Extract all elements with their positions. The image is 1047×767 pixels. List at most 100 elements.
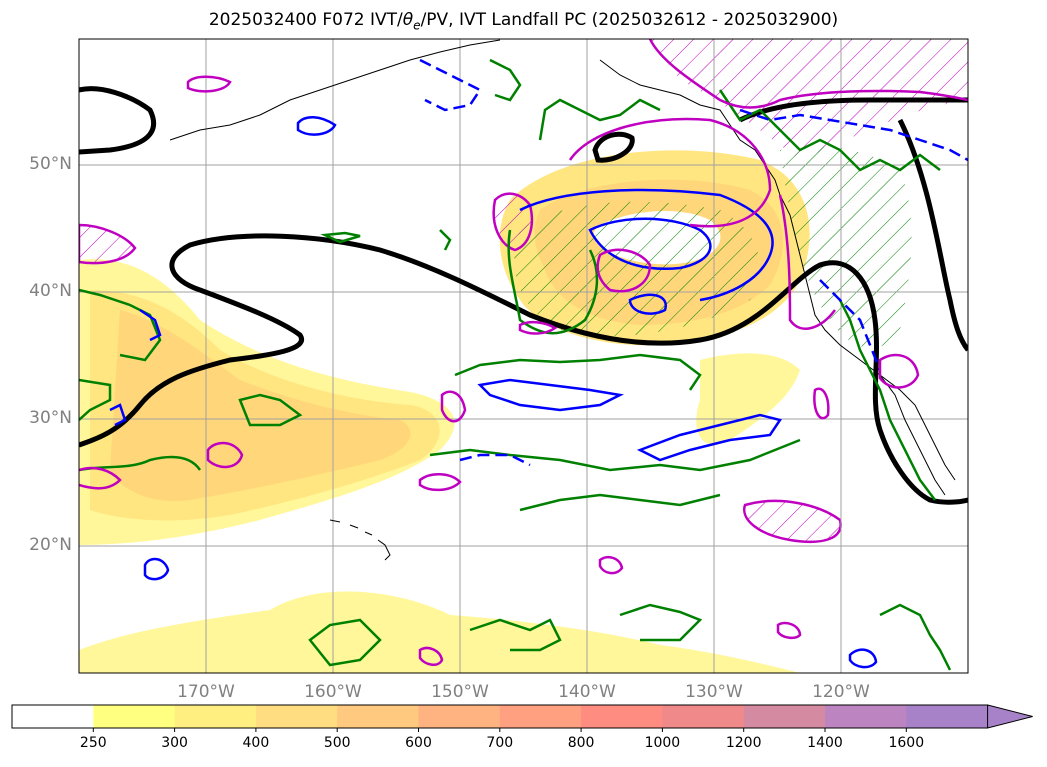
lat-label-20: 20°N	[29, 535, 72, 555]
blue-west-2	[109, 403, 127, 427]
coastline-alaska	[169, 39, 501, 141]
magenta-small-3	[440, 390, 467, 423]
green-west-1	[79, 288, 162, 362]
magenta-cyclone-2	[596, 248, 652, 293]
colorbar-tick-label: 1000	[644, 735, 681, 751]
green-cyclone-north	[538, 98, 661, 141]
hatch-green-cyclone	[514, 201, 760, 336]
green-north-1	[489, 58, 522, 102]
hatch-green-coast	[780, 146, 912, 349]
green-north-3	[320, 231, 361, 244]
title-theta: θ	[402, 10, 414, 30]
colorbar-segment	[337, 705, 419, 728]
magenta-small-1	[186, 75, 232, 93]
hatch-magenta-ne	[650, 39, 968, 160]
black-contour-loop	[592, 131, 635, 163]
blue-small-1	[296, 116, 337, 136]
colorbar-tick-label: 800	[567, 735, 595, 751]
blue-small-3	[848, 648, 878, 669]
colorbar-segment	[12, 705, 94, 728]
blue-contours	[109, 58, 968, 669]
blue-band-dash	[459, 453, 531, 467]
green-south-1	[308, 618, 382, 667]
colorbar-tick-label: 250	[79, 735, 107, 751]
colorbar-segment	[93, 705, 176, 728]
hatch-magenta-west	[79, 223, 137, 265]
coastline-baja	[879, 374, 946, 496]
title-prefix: 2025032400 F072 IVT/	[208, 10, 403, 30]
lat-label-50: 50°N	[29, 154, 72, 174]
colorbar-tick-label: 1600	[888, 735, 925, 751]
colorbar-segment	[499, 705, 582, 728]
colorbar-segment	[418, 705, 501, 728]
ivt-tail	[696, 353, 800, 445]
coastline-us-west	[779, 194, 956, 481]
black-contour-nw	[79, 86, 157, 155]
ivt-south-band	[79, 591, 800, 673]
hatch-magenta-left-cyclone	[492, 192, 534, 252]
blue-west	[139, 308, 162, 342]
green-band-1	[454, 353, 702, 391]
black-contour-ne	[738, 97, 968, 123]
blue-band-2	[636, 413, 783, 462]
green-contours	[79, 58, 952, 671]
magenta-small-5	[813, 387, 830, 420]
colorbar-tick-label: 300	[161, 735, 188, 751]
colorbar-segment	[743, 705, 826, 728]
magenta-west	[79, 466, 122, 490]
magenta-ne-arc	[648, 39, 968, 109]
colorbar-segment	[581, 705, 663, 728]
black-contour-right	[897, 118, 968, 352]
blue-coast-dash-2	[819, 279, 882, 371]
colorbar-tick-label: 1400	[807, 735, 843, 751]
ivt-band-inner	[110, 310, 411, 501]
blue-north-dash	[419, 58, 482, 112]
green-coast-south	[838, 299, 936, 501]
map-layers	[79, 39, 968, 673]
green-mid-1	[238, 393, 303, 427]
colorbar-segment	[255, 705, 338, 728]
colorbar-segment	[825, 705, 907, 728]
lat-label-40: 40°N	[29, 281, 72, 301]
blue-coast-dash-1	[739, 108, 968, 162]
magenta-small-9	[878, 353, 920, 389]
magenta-small-7	[418, 646, 444, 666]
lon-label-140w: 140°W	[558, 682, 616, 702]
colorbar-tick-label: 700	[486, 735, 514, 751]
blue-cyclone-outer	[519, 188, 774, 302]
magenta-small-8	[598, 556, 624, 575]
magenta-small-4	[418, 473, 462, 492]
green-south-3	[619, 603, 703, 642]
green-south-4	[879, 603, 952, 671]
magenta-contours	[79, 39, 968, 666]
lon-label-170w: 170°W	[177, 682, 235, 702]
colorbar-tick-label: 600	[405, 735, 432, 751]
green-west-2	[79, 378, 112, 421]
green-band-2	[429, 438, 801, 472]
title-suffix: /PV, IVT Landfall PC (2025032612 - 20250…	[420, 10, 839, 30]
green-north-2	[439, 229, 452, 251]
lon-label-120w: 120°W	[812, 682, 870, 702]
lon-label-150w: 150°W	[431, 682, 489, 702]
blue-small-2	[143, 557, 170, 581]
title-theta-sub: e	[413, 18, 421, 33]
figure-title: 2025032400 F072 IVT/θe/PV, IVT Landfall …	[0, 10, 1047, 32]
green-band-3	[519, 493, 721, 512]
colorbar-segment	[174, 705, 257, 728]
magenta-small-6	[776, 621, 802, 640]
colorbar-tick-label: 500	[323, 735, 351, 751]
magenta-cyclone	[568, 117, 772, 228]
colorbar-segment	[662, 705, 745, 728]
graticule	[79, 39, 968, 673]
coastline-hawaii	[329, 519, 391, 561]
colorbar	[11, 704, 1033, 732]
blue-mid	[628, 293, 667, 315]
lat-label-30: 30°N	[29, 408, 72, 428]
hatch-areas	[79, 39, 968, 544]
map-frame	[78, 38, 969, 674]
colorbar-extend-arrow	[987, 704, 1033, 729]
green-coast-north	[718, 89, 941, 172]
colorbar-tick-label: 1200	[725, 735, 762, 751]
